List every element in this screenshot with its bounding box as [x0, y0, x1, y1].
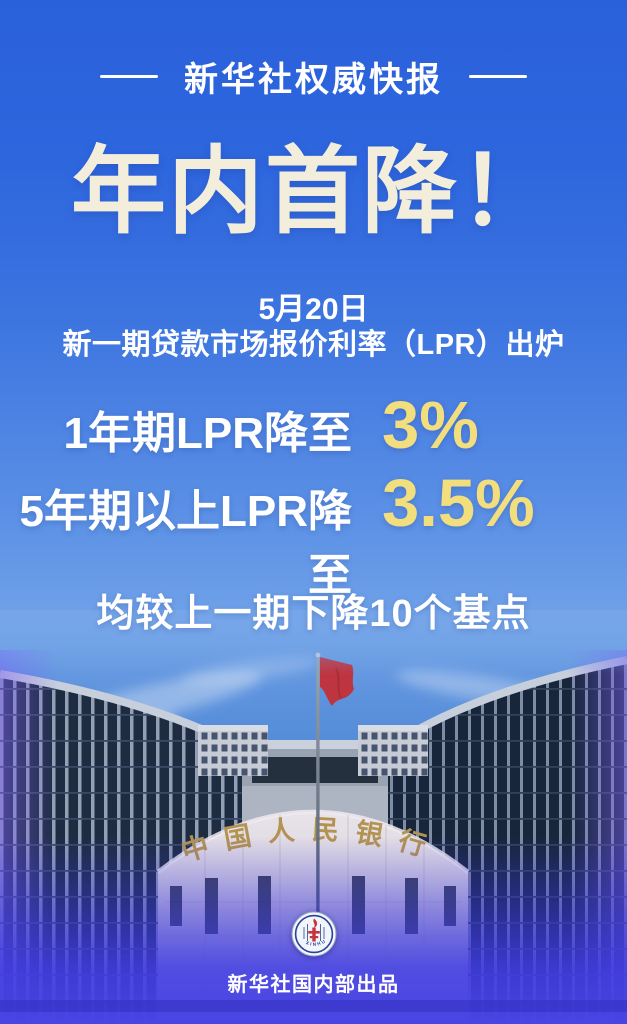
xinhua-logo-icon: XINHUA — [291, 911, 336, 957]
headline-title: 年内首降！ — [70, 139, 556, 245]
rate-value: 3% — [382, 388, 479, 463]
building-upper-pavilions — [198, 725, 428, 776]
date-text: 5月20日 — [258, 293, 369, 326]
rate-row-1yr: 1年期LPR降至 3% — [0, 392, 627, 461]
badge-dash-right — [469, 74, 527, 79]
photo-top-fade — [0, 610, 627, 674]
rate-value: 3.5% — [382, 466, 535, 541]
badge-dash-left — [100, 74, 158, 79]
credit-text: 新华社国内部出品 — [227, 974, 400, 996]
subtitle-text: 新一期贷款市场报价利率（LPR）出炉 — [62, 329, 565, 361]
rate-label: 5年期以上LPR降至 — [19, 487, 352, 600]
rate-row-5yr: 5年期以上LPR降至 3.5% — [0, 470, 627, 603]
fence-silhouette — [0, 1000, 627, 1012]
badge: 新华社权威快报 — [0, 52, 627, 101]
badge-label: 新华社权威快报 — [184, 61, 443, 99]
note-text: 均较上一期下降10个基点 — [96, 593, 531, 635]
rate-label: 1年期LPR降至 — [63, 409, 352, 458]
